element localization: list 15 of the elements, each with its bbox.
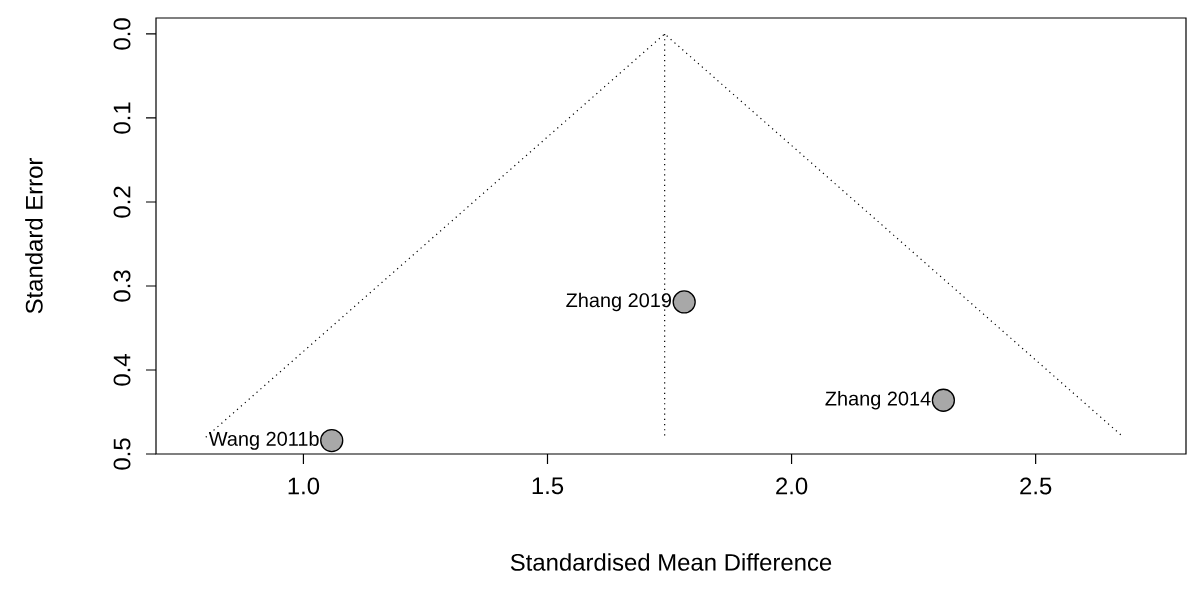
x-tick-label: 2.0 bbox=[776, 477, 808, 495]
y-tick-label: 0.2 bbox=[113, 186, 131, 218]
y-tick-label: 0.4 bbox=[113, 354, 131, 386]
x-tick-label: 1.5 bbox=[532, 477, 564, 495]
y-tick-label: 0.3 bbox=[113, 270, 131, 302]
y-tick-label: 0.0 bbox=[113, 18, 131, 50]
x-tick-label: 1.0 bbox=[288, 477, 320, 495]
y-tick-label: 0.1 bbox=[113, 102, 131, 134]
x-axis-title: Standardised Mean Difference bbox=[510, 553, 832, 571]
annotation: Zhang 2019 bbox=[566, 292, 671, 312]
y-axis-title: Standard Error bbox=[25, 158, 43, 314]
x-tick-label: 2.5 bbox=[1020, 477, 1052, 495]
y-tick-label: 0.5 bbox=[113, 438, 131, 470]
annotation: Wang 2011b bbox=[208, 431, 319, 450]
annotation: Zhang 2014 bbox=[825, 390, 931, 410]
